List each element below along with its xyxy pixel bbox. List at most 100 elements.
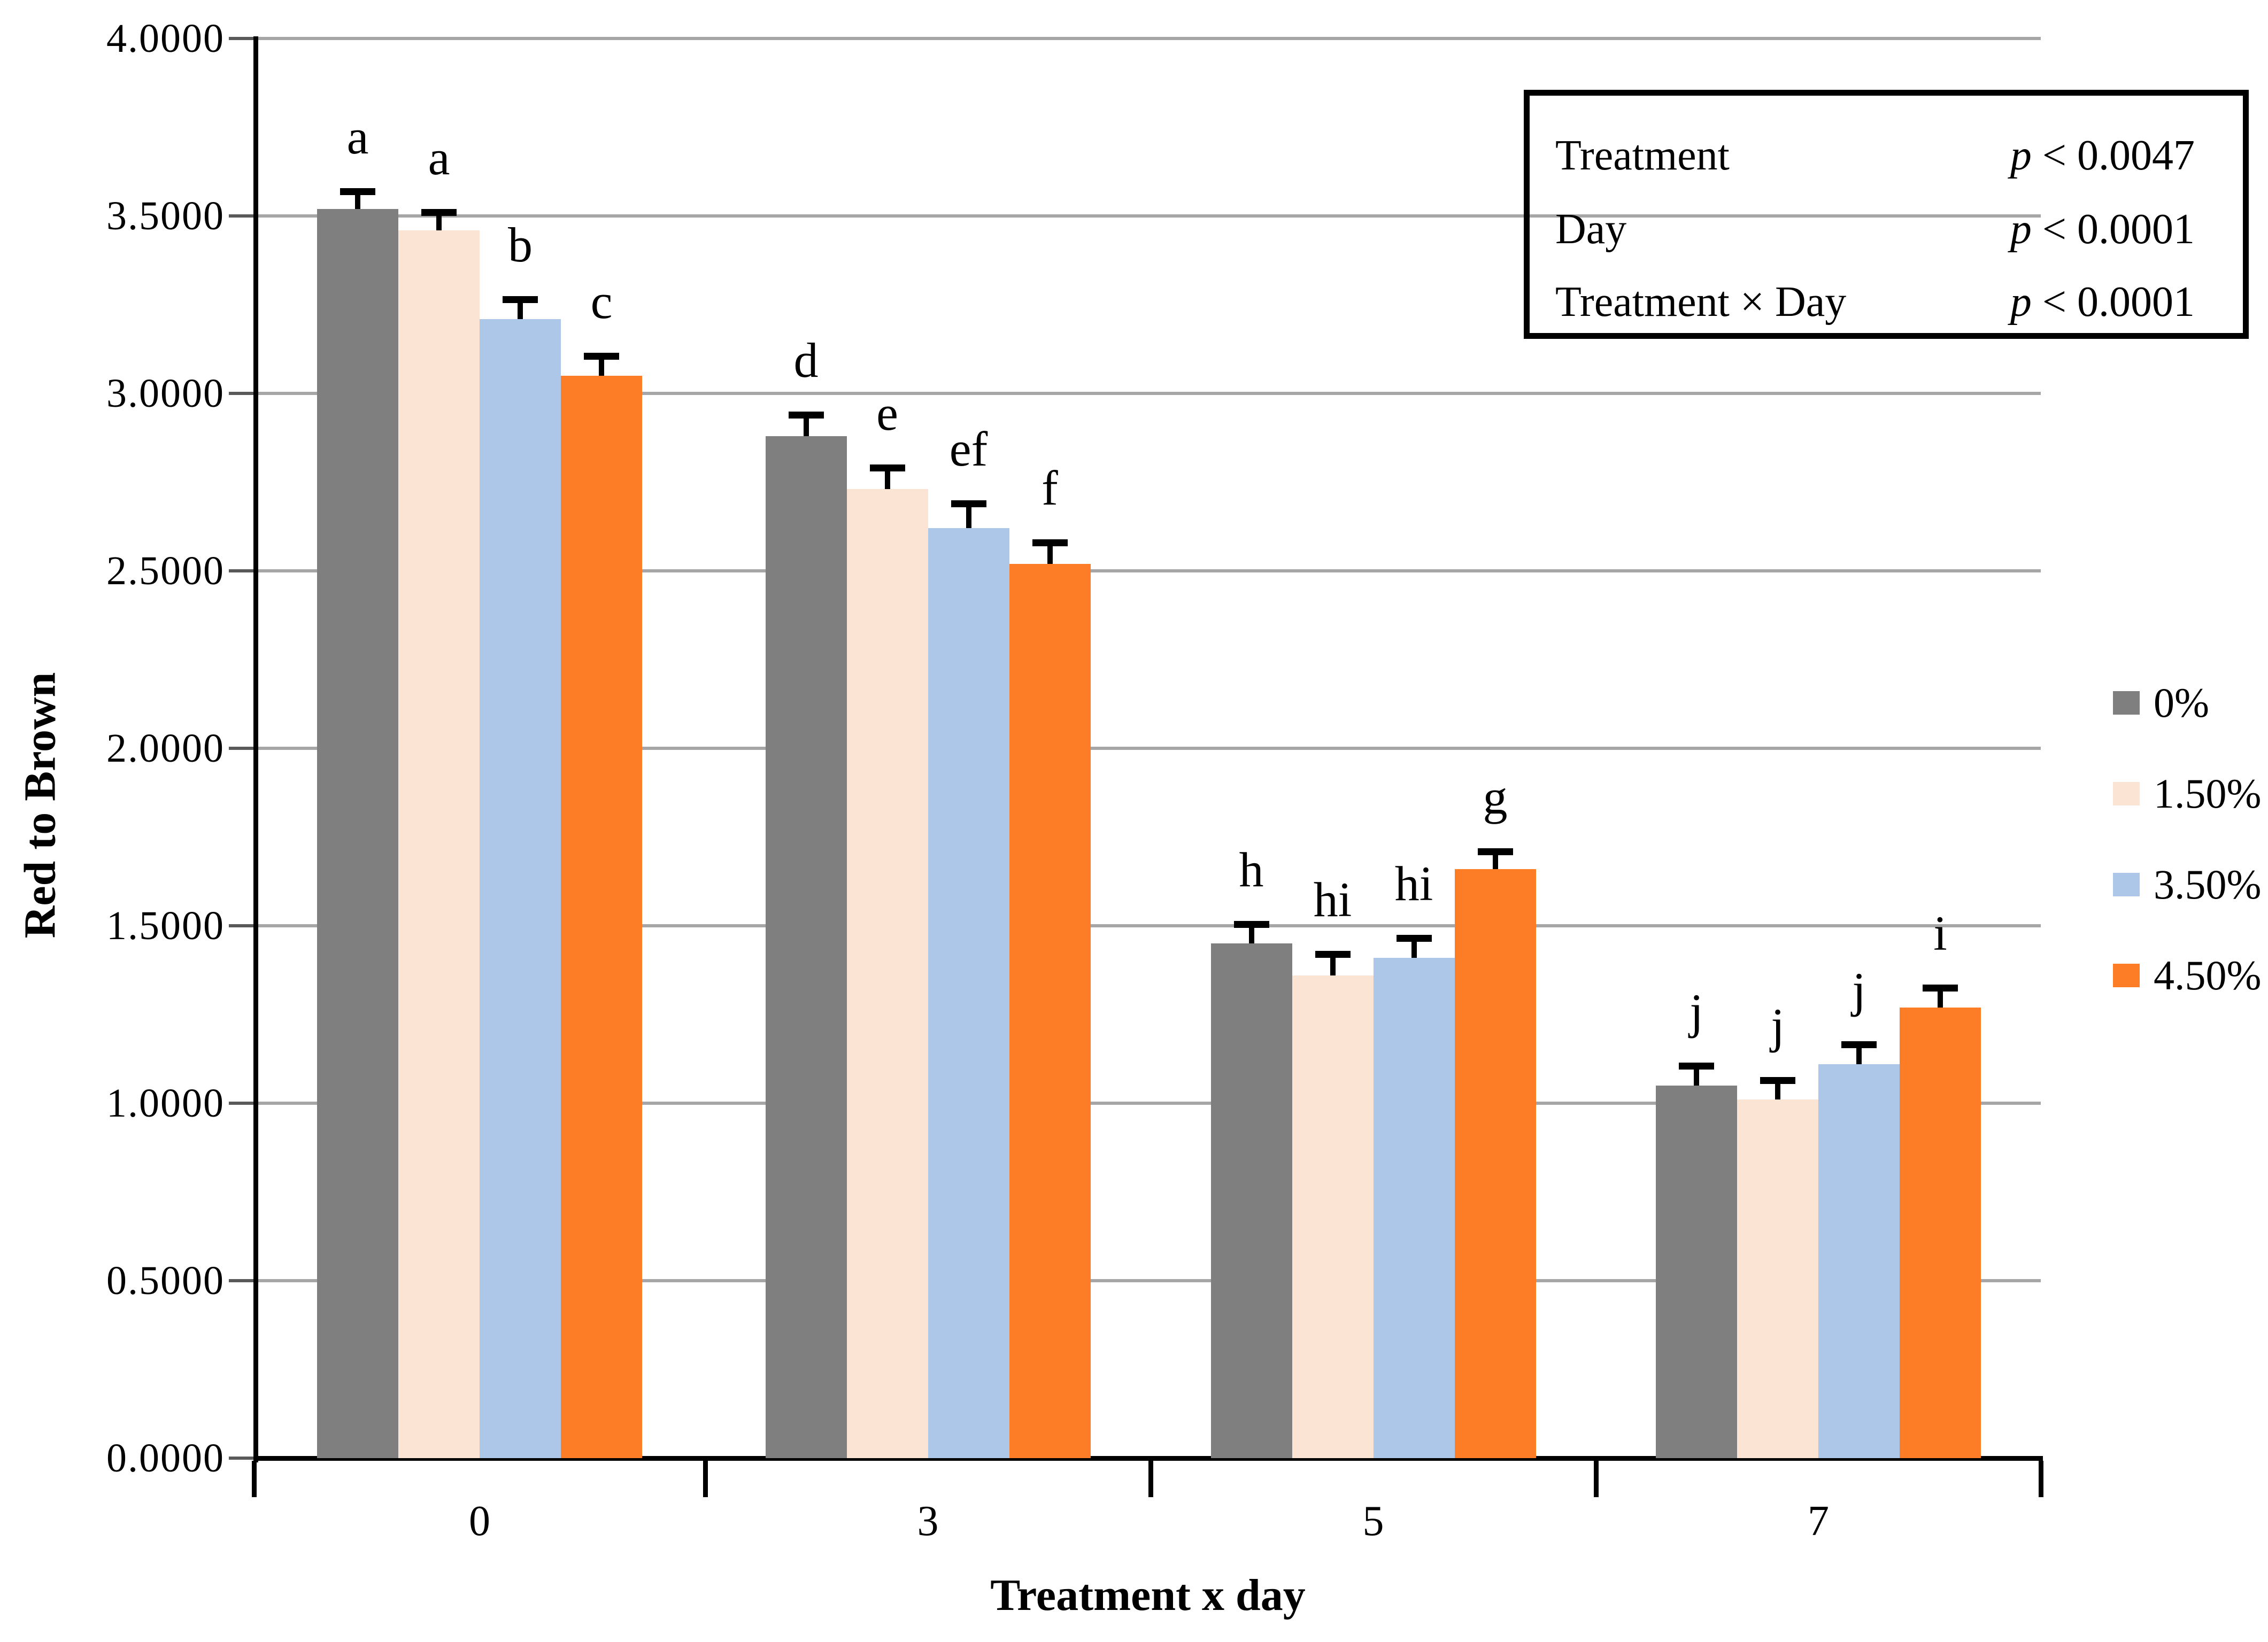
y-tick-label: 0.0000 bbox=[106, 1436, 225, 1481]
y-axis-tick bbox=[229, 37, 256, 40]
legend-swatch-icon bbox=[2113, 691, 2140, 715]
sig-letter: h bbox=[1239, 842, 1264, 897]
error-bar-line bbox=[1938, 988, 1943, 1008]
y-tick-label: 0.5000 bbox=[106, 1258, 225, 1303]
sig-letter: hi bbox=[1394, 856, 1433, 911]
x-axis-title: Treatment x day bbox=[990, 1570, 1306, 1620]
bar-0%-day7 bbox=[1656, 1085, 1737, 1458]
y-axis-tick bbox=[229, 392, 256, 395]
bar-0%-day0 bbox=[317, 208, 398, 1458]
legend-swatch-icon bbox=[2113, 964, 2140, 987]
stats-row: Treatment × Day p < 0.0001 bbox=[1555, 275, 2195, 329]
legend-item-4.50%: 4.50% bbox=[2113, 951, 2261, 1000]
legend-label: 1.50% bbox=[2154, 770, 2262, 817]
error-bar-line bbox=[884, 468, 890, 490]
error-bar-line bbox=[355, 191, 360, 209]
sig-letter: e bbox=[876, 386, 898, 441]
error-bar-cap bbox=[1841, 1041, 1877, 1049]
error-bar-line bbox=[1330, 954, 1336, 975]
gridline bbox=[256, 392, 2041, 395]
y-tick-label: 1.5000 bbox=[106, 903, 225, 948]
bar-3.50%-day0 bbox=[480, 319, 561, 1458]
bar-4.50%-day0 bbox=[561, 375, 642, 1458]
y-axis-line bbox=[253, 36, 258, 1462]
error-bar-line bbox=[1047, 542, 1053, 564]
sig-letter: a bbox=[428, 130, 450, 185]
error-bar-line bbox=[1856, 1044, 1862, 1064]
error-bar-cap bbox=[503, 296, 538, 304]
sig-letter: f bbox=[1042, 460, 1058, 515]
error-bar-cap bbox=[1760, 1076, 1795, 1084]
y-axis-tick bbox=[229, 214, 256, 218]
legend-label: 0% bbox=[2154, 679, 2209, 726]
sig-letter: j bbox=[1690, 984, 1703, 1039]
sig-letter: i bbox=[1933, 906, 1947, 961]
error-bar-cap bbox=[1032, 539, 1068, 546]
legend-swatch-icon bbox=[2113, 782, 2140, 805]
legend-item-1.50%: 1.50% bbox=[2113, 770, 2261, 818]
legend-swatch-icon bbox=[2113, 873, 2140, 896]
sig-letter: d bbox=[793, 332, 819, 388]
x-axis-tick bbox=[2039, 1461, 2043, 1497]
error-bar-line bbox=[1775, 1080, 1780, 1100]
y-axis-tick bbox=[229, 924, 256, 927]
y-tick-label: 3.5000 bbox=[106, 193, 225, 238]
error-bar-cap bbox=[340, 188, 375, 195]
stats-row-pvalue: p < 0.0001 bbox=[2010, 205, 2195, 253]
stats-row-pvalue: p < 0.0001 bbox=[2010, 278, 2195, 326]
bar-1.50%-day3 bbox=[846, 489, 928, 1458]
x-axis-tick bbox=[1148, 1461, 1153, 1497]
error-bar-line bbox=[803, 414, 809, 436]
error-bar-cap bbox=[584, 353, 619, 360]
error-bar-line bbox=[966, 503, 971, 529]
x-category-label: 5 bbox=[1362, 1498, 1384, 1545]
gridline bbox=[256, 569, 2041, 572]
y-tick-label: 3.0000 bbox=[106, 371, 225, 416]
y-axis-tick bbox=[229, 1457, 256, 1460]
error-bar-line bbox=[1492, 851, 1498, 869]
stats-row: Treatment p < 0.0047 bbox=[1555, 129, 2195, 182]
x-axis-tick bbox=[1594, 1461, 1599, 1497]
bar-1.50%-day0 bbox=[398, 230, 480, 1458]
bar-1.50%-day5 bbox=[1292, 975, 1374, 1458]
y-axis-title: Red to Brown bbox=[15, 672, 65, 939]
sig-letter: j bbox=[1771, 998, 1785, 1053]
gridline bbox=[256, 747, 2041, 750]
error-bar-cap bbox=[788, 411, 824, 419]
bar-4.50%-day7 bbox=[1900, 1007, 1981, 1458]
gridline bbox=[256, 924, 2041, 927]
legend-item-3.50%: 3.50% bbox=[2113, 861, 2261, 909]
error-bar-cap bbox=[1396, 935, 1432, 942]
x-axis-tick bbox=[703, 1461, 708, 1497]
error-bar-cap bbox=[421, 209, 457, 216]
p-symbol: p bbox=[2010, 205, 2032, 253]
x-category-label: 0 bbox=[469, 1498, 490, 1545]
y-tick-label: 1.0000 bbox=[106, 1081, 225, 1126]
y-axis-tick bbox=[229, 1102, 256, 1105]
p-symbol: p bbox=[2010, 278, 2032, 326]
sig-letter: g bbox=[1483, 769, 1508, 824]
p-symbol: p bbox=[2010, 131, 2032, 179]
gridline bbox=[256, 1102, 2041, 1105]
bar-0%-day3 bbox=[765, 436, 847, 1458]
error-bar-cap bbox=[1679, 1063, 1714, 1070]
stats-row-label: Day bbox=[1555, 205, 1627, 253]
y-axis-tick bbox=[229, 1279, 256, 1282]
y-tick-label: 4.0000 bbox=[106, 16, 225, 61]
error-bar-line bbox=[599, 356, 604, 376]
gridline bbox=[256, 37, 2041, 40]
bar-4.50%-day5 bbox=[1454, 869, 1536, 1458]
x-category-label: 7 bbox=[1808, 1498, 1829, 1545]
error-bar-line bbox=[518, 299, 523, 319]
y-tick-label: 2.5000 bbox=[106, 548, 225, 593]
error-bar-line bbox=[436, 212, 442, 230]
error-bar-cap bbox=[1233, 920, 1269, 928]
error-bar-line bbox=[1694, 1066, 1699, 1086]
error-bar-line bbox=[1411, 938, 1417, 958]
sig-letter: j bbox=[1852, 963, 1866, 1018]
stats-row: Day p < 0.0001 bbox=[1555, 203, 2195, 256]
x-category-label: 3 bbox=[917, 1498, 939, 1545]
sig-letter: b bbox=[508, 218, 533, 273]
y-tick-label: 2.0000 bbox=[106, 726, 225, 771]
bar-3.50%-day3 bbox=[928, 528, 1009, 1458]
